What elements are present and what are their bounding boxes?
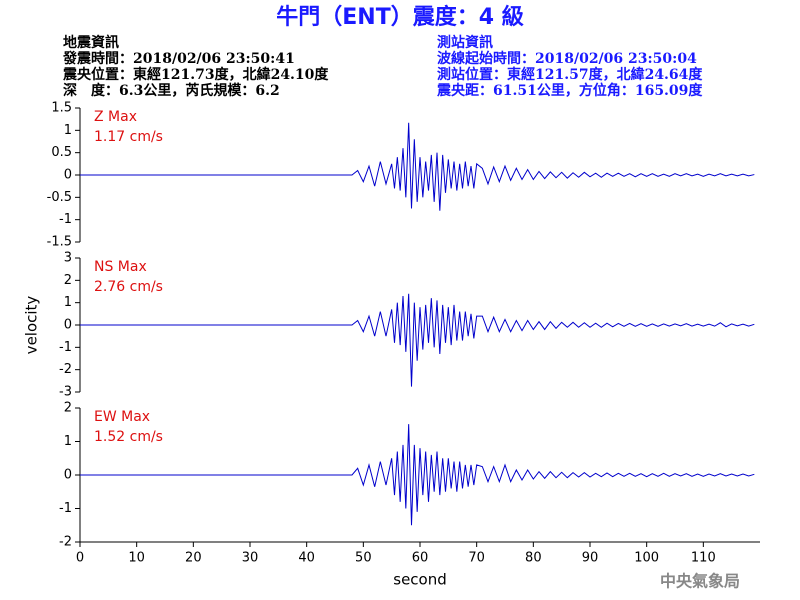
y-tick-label: -0.5 bbox=[47, 190, 72, 205]
y-tick-label: -3 bbox=[59, 385, 72, 400]
y-tick-label: 2 bbox=[64, 401, 72, 416]
chart-title: 牛門（ENT）震度：4 級 bbox=[276, 4, 523, 30]
y-tick-label: -2 bbox=[59, 362, 72, 377]
x-tick-label: 90 bbox=[582, 551, 599, 566]
x-tick-label: 20 bbox=[185, 551, 202, 566]
y-axis-label: velocity bbox=[23, 296, 41, 355]
y-tick-label: 1.5 bbox=[51, 101, 72, 116]
y-tick-label: -1 bbox=[59, 212, 72, 227]
x-tick-label: 40 bbox=[298, 551, 315, 566]
info-line: 震央位置：東經121.73度，北緯24.10度 bbox=[62, 66, 329, 83]
info-line: 波線起始時間：2018/02/06 23:50:04 bbox=[437, 50, 697, 67]
y-tick-label: 0.5 bbox=[51, 145, 72, 160]
panel-label: EW Max bbox=[94, 409, 150, 425]
x-tick-label: 10 bbox=[128, 551, 145, 566]
y-tick-label: 3 bbox=[64, 251, 72, 266]
panel-max: 2.76 cm/s bbox=[94, 279, 163, 295]
y-tick-label: 0 bbox=[64, 168, 72, 183]
y-tick-label: 1 bbox=[64, 295, 72, 310]
info-line: 發震時間：2018/02/06 23:50:41 bbox=[62, 50, 295, 67]
x-tick-label: 50 bbox=[355, 551, 372, 566]
info-line: 測站位置：東經121.57度，北緯24.64度 bbox=[437, 66, 703, 83]
info-line: 測站資訊 bbox=[437, 34, 493, 51]
panel-label: NS Max bbox=[94, 259, 147, 275]
info-line: 震央距：61.51公里，方位角：165.09度 bbox=[436, 82, 703, 99]
x-tick-label: 100 bbox=[634, 551, 659, 566]
y-tick-label: 0 bbox=[64, 318, 72, 333]
y-tick-label: 1 bbox=[64, 123, 72, 138]
info-line: 地震資訊 bbox=[63, 34, 119, 51]
panel-max: 1.52 cm/s bbox=[94, 429, 163, 445]
credit: 中央氣象局 bbox=[660, 572, 740, 591]
x-axis-label: second bbox=[393, 571, 447, 589]
y-tick-label: 0 bbox=[64, 468, 72, 483]
panel-label: Z Max bbox=[94, 109, 137, 125]
y-tick-label: -2 bbox=[59, 535, 72, 550]
x-tick-label: 60 bbox=[412, 551, 429, 566]
y-tick-label: 2 bbox=[64, 273, 72, 288]
y-tick-label: -1 bbox=[59, 501, 72, 516]
waveform bbox=[80, 122, 755, 211]
panel-max: 1.17 cm/s bbox=[94, 129, 163, 145]
waveform bbox=[80, 424, 755, 526]
x-tick-label: 70 bbox=[468, 551, 485, 566]
x-tick-label: 0 bbox=[76, 551, 84, 566]
x-tick-label: 30 bbox=[242, 551, 259, 566]
waveform bbox=[80, 293, 755, 387]
y-tick-label: -1.5 bbox=[47, 235, 72, 250]
y-tick-label: -1 bbox=[59, 340, 72, 355]
x-tick-label: 110 bbox=[691, 551, 716, 566]
y-tick-label: 1 bbox=[64, 434, 72, 449]
info-line: 深 度：6.3公里，芮氏規模：6.2 bbox=[63, 82, 280, 99]
x-tick-label: 80 bbox=[525, 551, 542, 566]
